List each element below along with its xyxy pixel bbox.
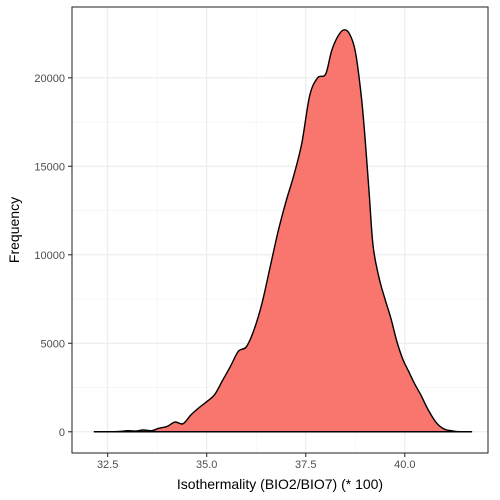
density-area	[93, 29, 473, 433]
y-axis-title: Frequency	[6, 197, 22, 263]
x-tick-label: 35.0	[196, 459, 217, 471]
x-tick-label: 40.0	[394, 459, 415, 471]
panel-border	[71, 6, 489, 454]
x-axis: 32.5 35.0 37.5 40.0	[97, 453, 416, 471]
y-tick-label: 5000	[41, 338, 65, 350]
y-tick-label: 0	[59, 427, 65, 439]
y-tick-label: 10000	[34, 250, 65, 262]
x-tick-label: 37.5	[295, 459, 316, 471]
y-tick-label: 20000	[34, 73, 65, 85]
y-axis: 0 5000 10000 15000 20000	[34, 73, 72, 439]
y-tick-label: 15000	[34, 161, 65, 173]
x-axis-title: Isothermality (BIO2/BIO7) (* 100)	[177, 476, 383, 492]
x-tick-label: 32.5	[97, 459, 118, 471]
